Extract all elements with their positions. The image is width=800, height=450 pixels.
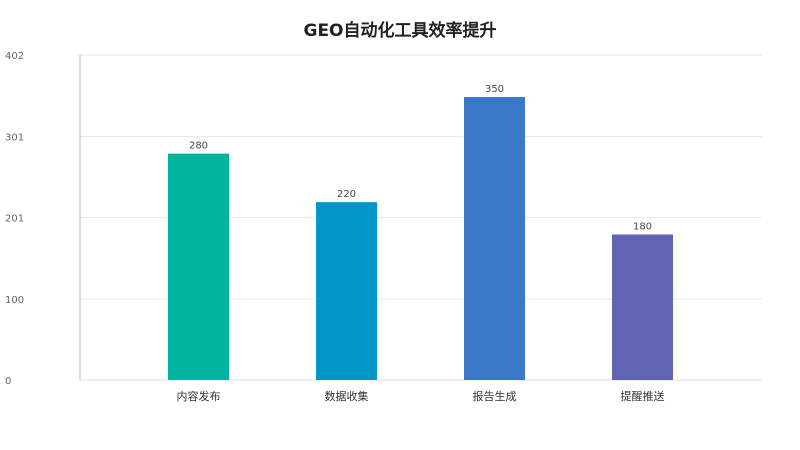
bars xyxy=(168,97,673,381)
x-tick-label: 数据收集 xyxy=(325,389,369,403)
y-tick-label: 301 xyxy=(5,133,24,144)
bar xyxy=(612,234,673,380)
x-tick-label: 报告生成 xyxy=(473,389,517,403)
data-labels: 280 220 350 180 xyxy=(189,84,652,232)
x-tick-label: 内容发布 xyxy=(177,389,221,403)
x-tick-labels: 内容发布 数据收集 报告生成 提醒推送 xyxy=(177,389,665,403)
y-tick-label: 201 xyxy=(5,214,24,225)
chart-title: GEO自动化工具效率提升 xyxy=(303,21,497,41)
bar xyxy=(464,97,525,381)
y-tick-label: 402 xyxy=(5,51,24,62)
data-label: 280 xyxy=(189,141,208,152)
data-label: 350 xyxy=(485,84,504,95)
data-label: 220 xyxy=(337,189,356,200)
y-tick-label: 100 xyxy=(5,295,24,306)
bar xyxy=(316,202,377,380)
x-tick-label: 提醒推送 xyxy=(621,389,665,403)
bar xyxy=(168,153,229,380)
y-tick-labels: 0 100 201 301 402 xyxy=(5,51,24,387)
data-label: 180 xyxy=(633,221,652,232)
y-tick-label: 0 xyxy=(5,376,11,387)
